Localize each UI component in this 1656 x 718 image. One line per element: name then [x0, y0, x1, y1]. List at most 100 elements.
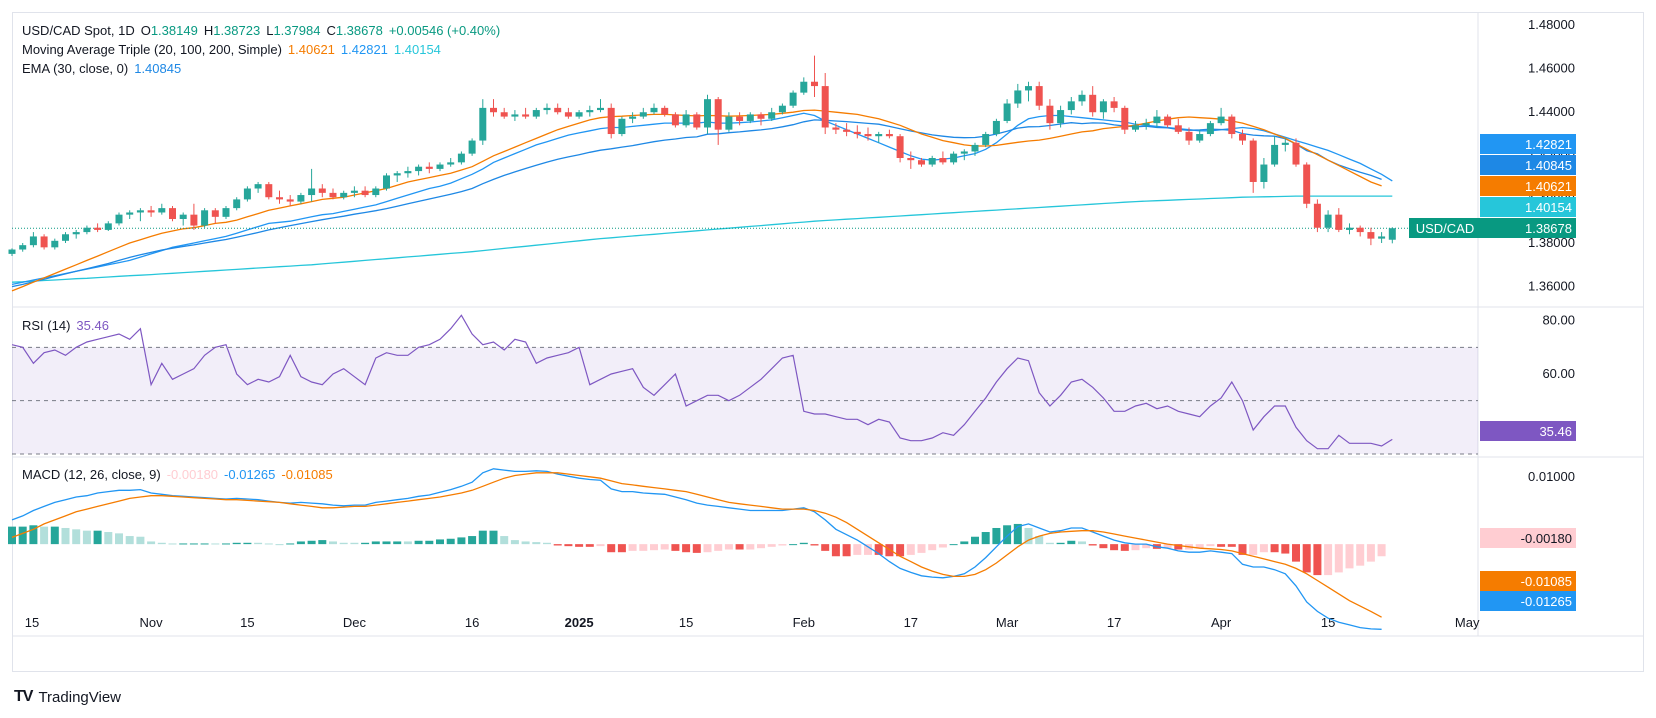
candle-body [618, 118, 626, 135]
candle-body [201, 210, 209, 226]
time-tick-label: Mar [996, 615, 1019, 630]
macd-histogram-bar [136, 536, 145, 545]
price-legend: USD/CAD Spot, 1D O1.38149 H1.38723 L1.37984… [22, 22, 506, 40]
time-tick-label: 17 [1107, 615, 1121, 630]
low-label: L [266, 23, 274, 38]
chart-frame [12, 12, 1644, 672]
candle-body [190, 214, 198, 226]
candle-body [415, 166, 423, 172]
tradingview-logo[interactable]: TV TradingView [14, 688, 121, 706]
macd-histogram-bar [949, 544, 958, 546]
time-tick-label: 17 [904, 615, 918, 630]
time-tick-label: Feb [793, 615, 815, 630]
last-price-tag-bg [1480, 218, 1576, 238]
candle-body [340, 192, 348, 198]
ma100-value-tag: 1.42821 [1525, 137, 1572, 152]
candle-body [1164, 116, 1172, 126]
macd-histogram-bar [1056, 542, 1065, 545]
macd-histogram-bar [125, 536, 134, 545]
candle-body [1292, 142, 1300, 165]
low-value: 1.37984 [273, 23, 321, 38]
macd-histogram-bar [243, 542, 252, 545]
candle-body [693, 114, 701, 128]
macd-histogram-bar [72, 529, 81, 545]
candle-body [1025, 86, 1032, 91]
high-label: H [203, 23, 214, 38]
macd-hist-value-tag-bg [1480, 528, 1576, 548]
ma-legend: Moving Average Triple (20, 100, 200, Sim… [22, 41, 447, 59]
candle-body [992, 120, 1000, 135]
time-tick-label: May [1455, 615, 1480, 630]
macd-histogram-bar [318, 540, 327, 545]
candle-body [629, 116, 637, 119]
candle-body [286, 199, 294, 202]
macd-histogram-bar [1270, 544, 1279, 553]
macd-histogram-bar [692, 544, 701, 553]
macd-histogram-bar [617, 544, 626, 553]
candle-body [1046, 105, 1054, 124]
candle-body [928, 158, 936, 165]
time-tick-label: 15 [240, 615, 254, 630]
candle-body [1089, 94, 1097, 113]
candle-body [83, 227, 91, 233]
price-tick-label: 1.48000 [1528, 17, 1575, 32]
ema-value: 1.40845 [134, 61, 182, 76]
candle-body [1206, 123, 1214, 135]
candle-body [1303, 164, 1311, 204]
macd-histogram-bar [1313, 544, 1322, 576]
tradingview-name: TradingView [38, 688, 121, 706]
candle-body [853, 131, 861, 135]
macd-histogram-bar [1238, 544, 1247, 555]
candle-body [725, 116, 733, 130]
macd-histogram-bar [211, 543, 220, 545]
macd-histogram-bar [831, 544, 840, 557]
macd-histogram-bar [1259, 544, 1268, 553]
candle-body [532, 110, 540, 117]
macd-histogram-bar [29, 525, 38, 545]
candle-body [650, 107, 658, 113]
macd-histogram-bar [607, 544, 616, 553]
candle-body [832, 127, 840, 130]
macd-histogram-bar [361, 542, 370, 545]
macd-histogram-bar [446, 538, 455, 545]
candle-body [8, 249, 16, 254]
rsi-line [11, 314, 1393, 450]
price-tick-label: 1.36000 [1528, 279, 1575, 294]
rsi-value: 35.46 [76, 318, 109, 333]
macd-line-value-tag: -0.01265 [1521, 594, 1572, 609]
candle-body [511, 114, 519, 117]
macd-histogram-bar [371, 541, 380, 545]
rsi-band [12, 347, 1478, 454]
macd-histogram-bar [275, 544, 284, 546]
ma200-value-tag-bg [1480, 197, 1576, 217]
candle-body [136, 210, 144, 213]
candle-body [714, 99, 722, 130]
macd-histogram-bar [18, 526, 27, 545]
macd-histogram-bar [1356, 544, 1365, 566]
candle-body [211, 210, 219, 217]
candle-body [543, 107, 551, 111]
candle-body [875, 134, 883, 137]
macd-histogram-bar [457, 537, 466, 545]
macd-histogram-bar [468, 536, 477, 545]
candle-body [586, 110, 594, 113]
candle-body [885, 134, 893, 137]
candle-body [1067, 101, 1075, 111]
candle-body [1313, 203, 1321, 228]
macd-histogram-bar [40, 526, 49, 545]
candle-body [1153, 116, 1161, 124]
candle-body [383, 175, 390, 189]
candle-body [1014, 90, 1022, 104]
ma100-value: 1.42821 [340, 42, 388, 57]
macd-histogram-bar [864, 544, 872, 555]
macd-histogram-bar [1067, 540, 1076, 545]
macd-histogram-bar [703, 544, 712, 553]
signal-line [11, 472, 1382, 618]
macd-histogram-bar [917, 544, 926, 553]
candle-body [1249, 140, 1257, 182]
macd-histogram-bar [1163, 544, 1172, 549]
candle-body [372, 188, 380, 196]
candle-body [1388, 228, 1396, 240]
macd-histogram-bar [93, 530, 102, 545]
